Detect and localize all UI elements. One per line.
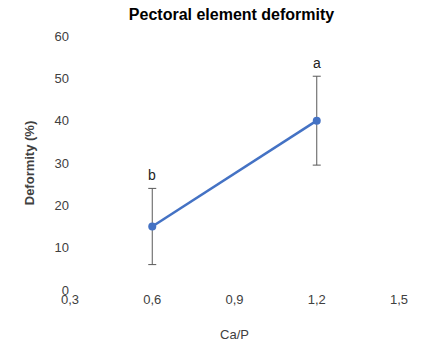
svg-text:0,9: 0,9 <box>225 292 243 307</box>
svg-text:10: 10 <box>55 240 69 255</box>
svg-text:Ca/P: Ca/P <box>220 327 249 342</box>
svg-text:1,5: 1,5 <box>390 292 408 307</box>
svg-text:0: 0 <box>62 283 69 298</box>
svg-text:40: 40 <box>55 113 69 128</box>
svg-text:Pectoral element deformity: Pectoral element deformity <box>129 6 335 23</box>
svg-text:20: 20 <box>55 198 69 213</box>
svg-text:b: b <box>148 167 156 183</box>
svg-text:1,2: 1,2 <box>308 292 326 307</box>
svg-text:0,3: 0,3 <box>61 292 79 307</box>
svg-text:Deformity (%): Deformity (%) <box>22 121 37 206</box>
svg-text:a: a <box>313 55 321 71</box>
svg-text:50: 50 <box>55 71 69 86</box>
svg-text:60: 60 <box>55 29 69 44</box>
svg-text:30: 30 <box>55 156 69 171</box>
svg-text:0,6: 0,6 <box>143 292 161 307</box>
